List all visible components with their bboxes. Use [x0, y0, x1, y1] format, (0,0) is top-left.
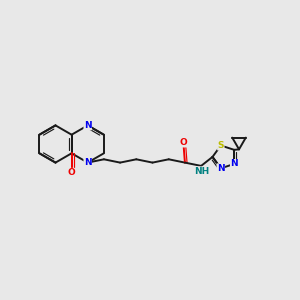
Text: N: N [230, 160, 238, 169]
Text: N: N [84, 121, 92, 130]
Text: O: O [180, 138, 188, 147]
Text: NH: NH [194, 167, 209, 176]
Text: O: O [68, 168, 76, 177]
Text: S: S [218, 141, 224, 150]
Text: N: N [84, 158, 92, 167]
Text: N: N [217, 164, 225, 173]
